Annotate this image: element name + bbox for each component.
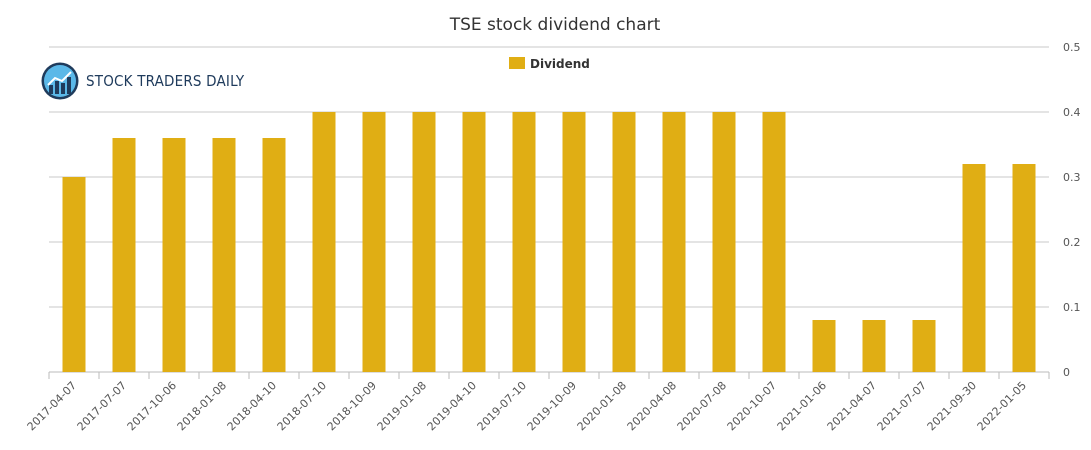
dividend-bar[interactable] (962, 164, 986, 372)
dividend-bar[interactable] (712, 112, 736, 372)
dividend-bar[interactable] (312, 112, 336, 372)
dividend-bar[interactable] (62, 177, 86, 372)
x-tick-label: 2019-04-10 (425, 379, 479, 433)
dividend-bar[interactable] (862, 320, 886, 372)
x-tick-label: 2017-10-06 (125, 379, 179, 433)
x-tick-label: 2021-07-07 (875, 379, 929, 433)
x-tick-label: 2019-01-08 (375, 379, 429, 433)
y-tick-label: 0.5 (1063, 41, 1081, 54)
x-tick-label: 2021-04-07 (825, 379, 879, 433)
dividend-bar[interactable] (212, 138, 236, 372)
dividend-bar[interactable] (362, 112, 386, 372)
dividend-bar[interactable] (662, 112, 686, 372)
dividend-bar[interactable] (562, 112, 586, 372)
dividend-bar[interactable] (162, 138, 186, 372)
legend[interactable]: Dividend (509, 57, 590, 71)
y-tick-label: 0.3 (1063, 171, 1081, 184)
x-axis-ticks: 2017-04-072017-07-072017-10-062018-01-08… (25, 372, 1050, 433)
dividend-bar[interactable] (762, 112, 786, 372)
x-tick-label: 2019-10-09 (525, 379, 579, 433)
x-tick-label: 2020-10-07 (725, 379, 779, 433)
x-tick-label: 2020-01-08 (575, 379, 629, 433)
bars (62, 112, 1036, 372)
brand-logo: STOCK TRADERS DAILY (40, 61, 244, 101)
x-tick-label: 2017-07-07 (75, 379, 129, 433)
x-tick-label: 2017-04-07 (25, 379, 79, 433)
y-axis-ticks: 0 0.1 0.2 0.3 0.4 0.5 (1063, 41, 1081, 379)
x-tick-label: 2021-01-06 (775, 379, 829, 433)
bar-chart-logo-icon (41, 62, 79, 100)
dividend-bar[interactable] (912, 320, 936, 372)
dividend-bar[interactable] (612, 112, 636, 372)
dividend-bar[interactable] (1012, 164, 1036, 372)
x-tick-label: 2018-01-08 (175, 379, 229, 433)
y-tick-label: 0 (1063, 366, 1070, 379)
brand-name: STOCK TRADERS DAILY (86, 72, 245, 90)
y-tick-label: 0.2 (1063, 236, 1081, 249)
x-tick-label: 2020-04-08 (625, 379, 679, 433)
x-tick-label: 2021-09-30 (925, 379, 979, 433)
legend-label: Dividend (530, 57, 590, 71)
dividend-bar[interactable] (262, 138, 286, 372)
dividend-bar[interactable] (812, 320, 836, 372)
dividend-bar[interactable] (512, 112, 536, 372)
legend-swatch (509, 57, 525, 69)
y-tick-label: 0.4 (1063, 106, 1081, 119)
y-tick-label: 0.1 (1063, 301, 1081, 314)
x-tick-label: 2018-10-09 (325, 379, 379, 433)
dividend-bar[interactable] (112, 138, 136, 372)
dividend-bar[interactable] (462, 112, 486, 372)
x-tick-label: 2018-04-10 (225, 379, 279, 433)
x-tick-label: 2019-07-10 (475, 379, 529, 433)
x-tick-label: 2018-07-10 (275, 379, 329, 433)
x-tick-label: 2022-01-05 (975, 379, 1029, 433)
chart-title: TSE stock dividend chart (449, 15, 661, 35)
x-tick-label: 2020-07-08 (675, 379, 729, 433)
dividend-bar[interactable] (412, 112, 436, 372)
